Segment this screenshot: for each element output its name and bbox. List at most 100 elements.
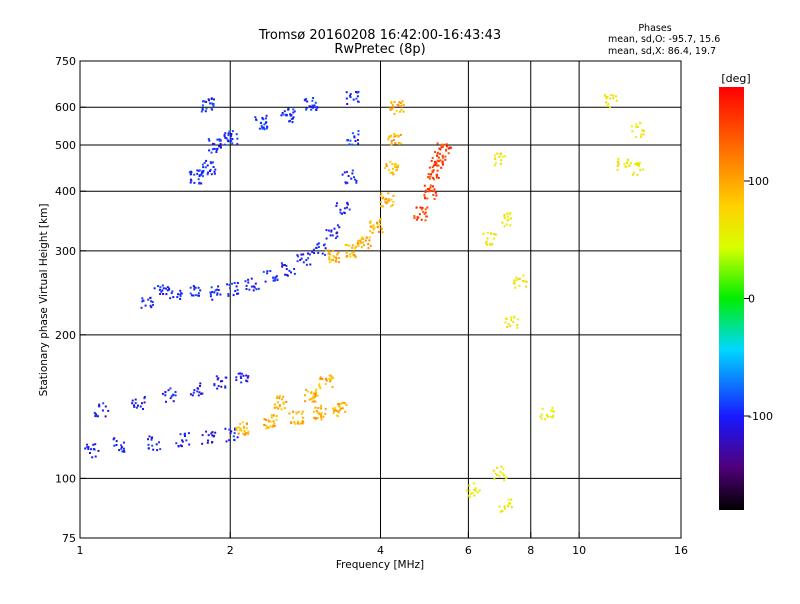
echo-point: [357, 243, 360, 246]
echo-point: [174, 391, 177, 393]
echo-point: [398, 101, 401, 104]
echo-point: [352, 253, 355, 256]
echo-point: [305, 97, 308, 100]
echo-point: [313, 410, 315, 413]
echo-point: [214, 431, 217, 434]
echo-point: [272, 279, 275, 282]
echo-point: [310, 106, 313, 108]
echo-point: [309, 263, 312, 266]
echo-point: [247, 433, 250, 435]
echo-point: [360, 237, 363, 240]
echo-point: [474, 487, 477, 490]
echo-point: [164, 394, 167, 397]
echo-point: [468, 484, 471, 487]
echo-point: [333, 409, 336, 412]
echo-point: [514, 286, 517, 289]
echo-point: [368, 239, 371, 242]
echo-point: [365, 236, 368, 239]
echo-point: [270, 414, 273, 417]
echo-point: [92, 448, 95, 450]
echo-point: [300, 253, 303, 256]
echo-point: [254, 116, 257, 119]
echo-point: [357, 100, 359, 103]
echo-point: [265, 117, 267, 120]
echo-point: [239, 372, 242, 375]
echo-point: [335, 204, 338, 207]
echo-point: [394, 163, 397, 166]
echo-point: [215, 288, 218, 291]
echo-point: [207, 138, 210, 140]
echo-point: [314, 400, 317, 403]
echo-point: [436, 164, 438, 167]
echo-point: [345, 182, 347, 185]
echo-point: [150, 306, 153, 309]
echo-point: [340, 402, 343, 405]
echo-point: [436, 152, 439, 155]
echo-point: [371, 226, 374, 229]
echo-point: [348, 208, 351, 211]
echo-point: [393, 133, 396, 135]
echo-point: [159, 286, 162, 289]
echo-point: [505, 223, 508, 226]
echo-point: [391, 167, 394, 170]
echo-point: [391, 108, 394, 111]
echo-point: [188, 443, 191, 446]
data-points: [84, 90, 645, 513]
echo-point: [354, 255, 357, 258]
echo-point: [490, 232, 492, 235]
echo-point: [292, 108, 295, 111]
echo-point: [289, 113, 292, 116]
echo-point: [304, 394, 306, 397]
echo-point: [320, 404, 323, 407]
y-tick-label: 750: [55, 55, 76, 68]
echo-point: [336, 224, 339, 227]
echo-point: [473, 494, 476, 497]
echo-point: [242, 426, 245, 429]
echo-point: [506, 219, 509, 222]
echo-point: [338, 403, 341, 405]
echo-point: [206, 173, 209, 176]
echo-point: [161, 284, 164, 287]
echo-point: [319, 386, 322, 389]
echo-point: [389, 136, 392, 139]
echo-point: [211, 431, 214, 434]
echo-point: [371, 231, 374, 234]
echo-point: [372, 224, 375, 227]
echo-point: [626, 161, 629, 164]
echo-point: [231, 142, 234, 145]
echo-point: [339, 208, 342, 211]
echo-point: [107, 409, 110, 412]
echo-point: [338, 405, 340, 408]
echo-point: [313, 252, 316, 254]
echo-point: [337, 415, 340, 418]
echo-point: [393, 163, 396, 166]
echo-point: [311, 397, 314, 400]
echo-point: [196, 390, 199, 393]
x-tick-label: 10: [572, 544, 586, 557]
echo-point: [431, 171, 434, 174]
echo-point: [172, 394, 175, 397]
echo-point: [546, 415, 549, 418]
echo-point: [494, 472, 497, 475]
echo-point: [202, 169, 205, 172]
echo-point: [147, 447, 150, 450]
echo-point: [441, 161, 444, 164]
echo-point: [314, 417, 317, 419]
echo-point: [191, 394, 194, 397]
echo-point: [328, 377, 331, 380]
echo-point: [330, 259, 333, 262]
echo-point: [506, 215, 509, 218]
echo-point: [218, 138, 221, 141]
echo-point: [235, 376, 238, 379]
echo-point: [349, 93, 352, 96]
echo-point: [440, 166, 443, 169]
echo-point: [334, 237, 337, 240]
echo-point: [432, 178, 435, 181]
echo-point: [312, 248, 315, 251]
colorbar-ticks: -100 0 100: [744, 175, 773, 423]
echo-point: [86, 446, 89, 449]
echo-point: [468, 495, 471, 498]
echo-point: [482, 232, 485, 235]
